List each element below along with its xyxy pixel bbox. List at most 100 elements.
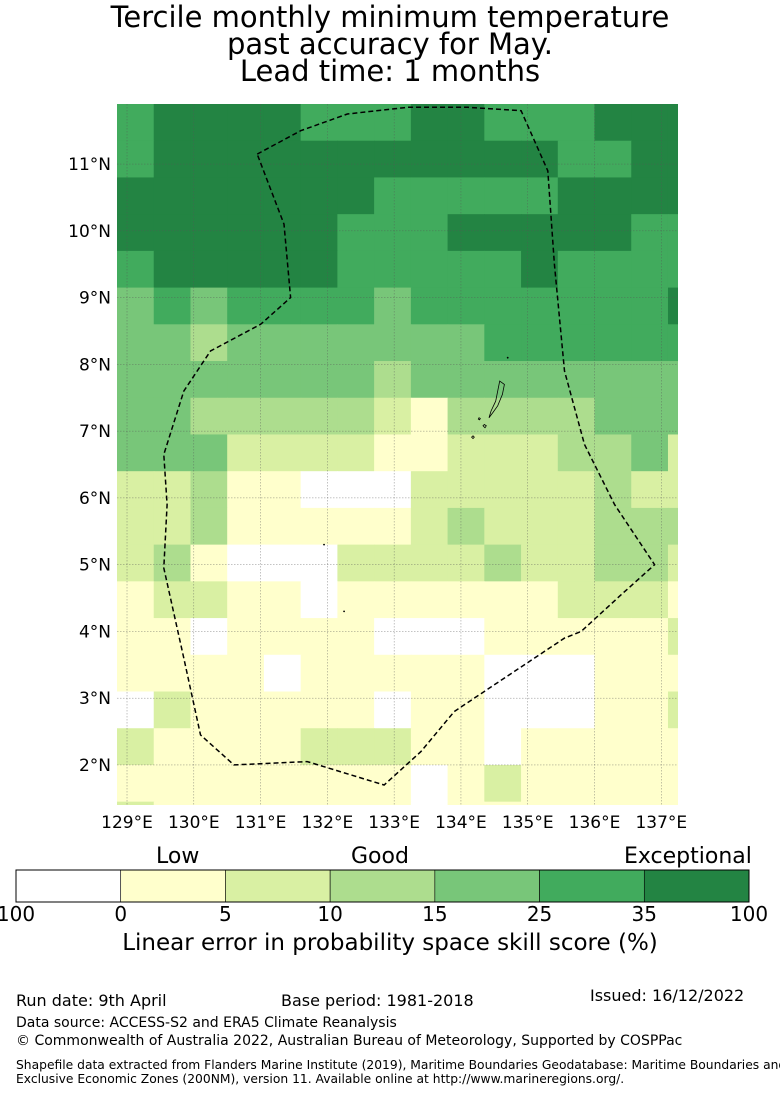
grid-cell — [374, 654, 412, 693]
grid-cell — [153, 654, 192, 693]
grid-cell — [594, 434, 632, 472]
grid-cell — [337, 728, 375, 766]
grid-cell — [410, 324, 449, 362]
grid-cell — [374, 728, 412, 766]
grid-cell — [117, 140, 155, 179]
grid-cell — [153, 140, 192, 179]
grid-cell — [190, 654, 228, 693]
grid-cell — [410, 654, 449, 693]
colorbar-tier-good: Good — [351, 844, 409, 869]
grid-cell — [263, 544, 302, 582]
grid-cell — [300, 324, 338, 362]
grid-cell — [337, 691, 375, 729]
grid-cell — [153, 434, 192, 472]
latitude-tick-label: 3°N — [79, 689, 111, 709]
grid-cell — [631, 324, 669, 362]
grid-cell — [300, 691, 338, 729]
grid-cell — [227, 544, 265, 582]
grid-cell — [117, 801, 155, 805]
islet-marker — [506, 356, 509, 359]
colorbar-tier-low: Low — [156, 844, 200, 869]
grid-cell — [667, 434, 678, 472]
grid-cell — [521, 324, 559, 362]
grid-cell — [300, 618, 338, 656]
grid-cell — [374, 214, 412, 252]
grid-cell — [227, 691, 265, 729]
grid-cell — [227, 397, 265, 436]
grid-cell — [190, 104, 228, 142]
colorbar-swatch — [539, 869, 645, 903]
grid-cell — [374, 801, 412, 805]
grid-cell — [410, 507, 449, 546]
grid-cell — [557, 250, 596, 289]
grid-cell — [410, 728, 449, 766]
issued-date: Issued: 16/12/2022 — [590, 986, 745, 1005]
grid-cell — [300, 177, 338, 215]
colorbar-label: Linear error in probability space skill … — [122, 930, 658, 956]
grid-cell — [594, 361, 632, 399]
grid-cell — [117, 250, 155, 289]
grid-cell — [337, 177, 375, 215]
grid-cell — [631, 177, 669, 215]
grid-cell — [557, 287, 596, 325]
grid-cell — [153, 250, 192, 289]
grid-cell — [484, 544, 522, 582]
grid-cell — [631, 507, 669, 546]
longitude-tick-label: 136°E — [569, 813, 621, 833]
grid-cell — [300, 581, 338, 619]
latitude-tick-label: 9°N — [79, 289, 111, 309]
skill-grid — [117, 104, 678, 805]
grid-cell — [227, 214, 265, 252]
data-source: Data source: ACCESS-S2 and ERA5 Climate … — [16, 1015, 397, 1031]
grid-cell — [374, 361, 412, 399]
grid-cell — [557, 691, 596, 729]
grid-cell — [594, 691, 632, 729]
grid-cell — [337, 801, 375, 805]
grid-cell — [631, 544, 669, 582]
grid-cell — [263, 801, 302, 805]
latitude-tick-label: 11°N — [68, 155, 111, 175]
grid-cell — [557, 581, 596, 619]
grid-cell — [374, 287, 412, 325]
grid-cell — [484, 397, 522, 436]
grid-cell — [117, 507, 155, 546]
grid-cell — [263, 581, 302, 619]
grid-cell — [153, 104, 192, 142]
grid-cell — [300, 140, 338, 179]
grid-cell — [300, 287, 338, 325]
grid-cell — [521, 471, 559, 509]
latitude-tick-label: 4°N — [79, 622, 111, 642]
grid-cell — [300, 250, 338, 289]
grid-cell — [521, 287, 559, 325]
grid-cell — [153, 287, 192, 325]
grid-cell — [667, 801, 678, 805]
latitude-labels: 11°N 10°N 9°N 8°N 7°N 6°N 5°N 4°N 3°N 2°N — [68, 155, 111, 776]
grid-cell — [557, 801, 596, 805]
grid-cell — [447, 324, 485, 362]
grid-cell — [190, 471, 228, 509]
grid-cell — [153, 361, 192, 399]
grid-cell — [410, 361, 449, 399]
grid-cell — [631, 801, 669, 805]
grid-cell — [410, 214, 449, 252]
grid-cell — [631, 581, 669, 619]
grid-cell — [227, 361, 265, 399]
grid-cell — [557, 764, 596, 803]
grid-cell — [410, 618, 449, 656]
grid-cell — [594, 214, 632, 252]
grid-cell — [667, 177, 678, 215]
grid-cell — [447, 214, 485, 252]
grid-cell — [594, 397, 632, 436]
grid-cell — [521, 104, 559, 142]
grid-cell — [337, 250, 375, 289]
grid-cell — [337, 544, 375, 582]
grid-cell — [447, 397, 485, 436]
grid-cell — [594, 618, 632, 656]
grid-cell — [117, 287, 155, 325]
grid-cell — [521, 507, 559, 546]
longitude-tick-label: 133°E — [368, 813, 420, 833]
grid-cell — [447, 581, 485, 619]
grid-cell — [521, 728, 559, 766]
grid-cell — [447, 728, 485, 766]
grid-cell — [374, 471, 412, 509]
